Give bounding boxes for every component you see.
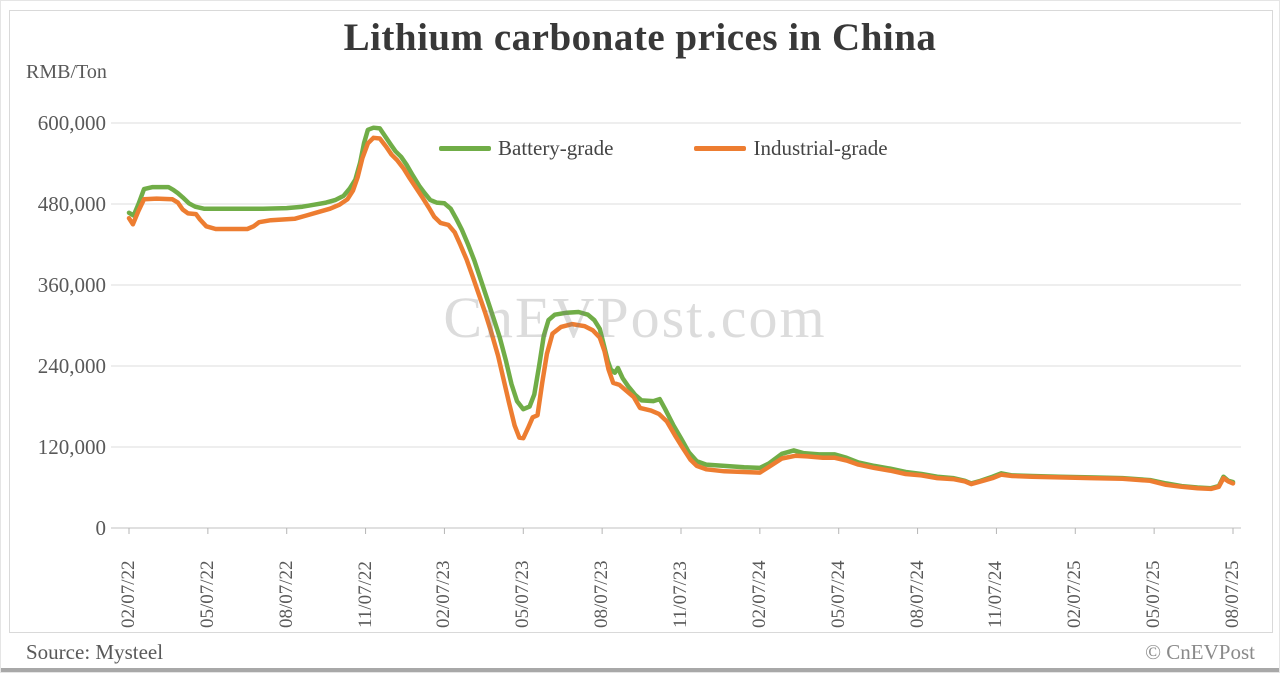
- x-axis-tick-label: 05/07/24: [827, 560, 849, 628]
- y-axis-tick-label: 240,000: [37, 354, 106, 378]
- y-axis-tick-label: 480,000: [37, 192, 106, 216]
- x-axis-tick-label: 08/07/23: [591, 560, 613, 628]
- x-axis-tick-label: 05/07/25: [1143, 560, 1165, 628]
- x-axis-tick-label: 08/07/22: [275, 560, 297, 628]
- x-axis-tick-label: 08/07/24: [906, 560, 928, 628]
- x-axis-tick-label: 05/07/23: [512, 560, 534, 628]
- series-line-battery-grade: [126, 125, 1236, 491]
- y-axis-tick-label: 360,000: [37, 273, 106, 297]
- x-axis-tick-label: 11/07/23: [670, 561, 691, 628]
- legend-label-battery-grade: Battery-grade: [498, 136, 614, 160]
- x-axis-tick-label: 08/07/25: [1222, 560, 1243, 628]
- chart-legend: Battery-grade Industrial-grade: [439, 136, 888, 161]
- x-axis-tick-label: 05/07/22: [196, 560, 218, 628]
- legend-item-battery-grade: Battery-grade: [439, 136, 613, 161]
- y-axis-unit-label: RMB/Ton: [26, 61, 107, 83]
- x-axis-tick-label: 02/07/23: [433, 560, 455, 628]
- battery-grade-line-swatch: [439, 146, 491, 151]
- x-axis-tick-label: 11/07/22: [354, 561, 376, 628]
- series-line-industrial-grade: [126, 135, 1236, 492]
- y-axis-tick-label: 0: [95, 516, 107, 540]
- x-axis-tick-label: 02/07/25: [1064, 560, 1086, 628]
- legend-item-industrial-grade: Industrial-grade: [694, 136, 888, 161]
- y-axis-tick-label: 600,000: [37, 111, 106, 135]
- bottom-edge-divider: [1, 668, 1279, 672]
- x-axis-tick-label: 02/07/24: [748, 560, 770, 628]
- copyright-notice: © CnEVPost: [1145, 640, 1255, 664]
- x-axis-tick-label: 11/07/24: [985, 561, 1007, 628]
- legend-label-industrial-grade: Industrial-grade: [753, 136, 888, 160]
- chart-title: Lithium carbonate prices in China: [343, 16, 937, 59]
- y-axis-tick-label: 120,000: [37, 435, 106, 459]
- source-credit: Source: Mysteel: [26, 640, 164, 664]
- chart-frame: [9, 10, 1273, 633]
- industrial-grade-line-swatch: [694, 146, 747, 151]
- x-axis-tick-label: 02/07/22: [118, 560, 139, 628]
